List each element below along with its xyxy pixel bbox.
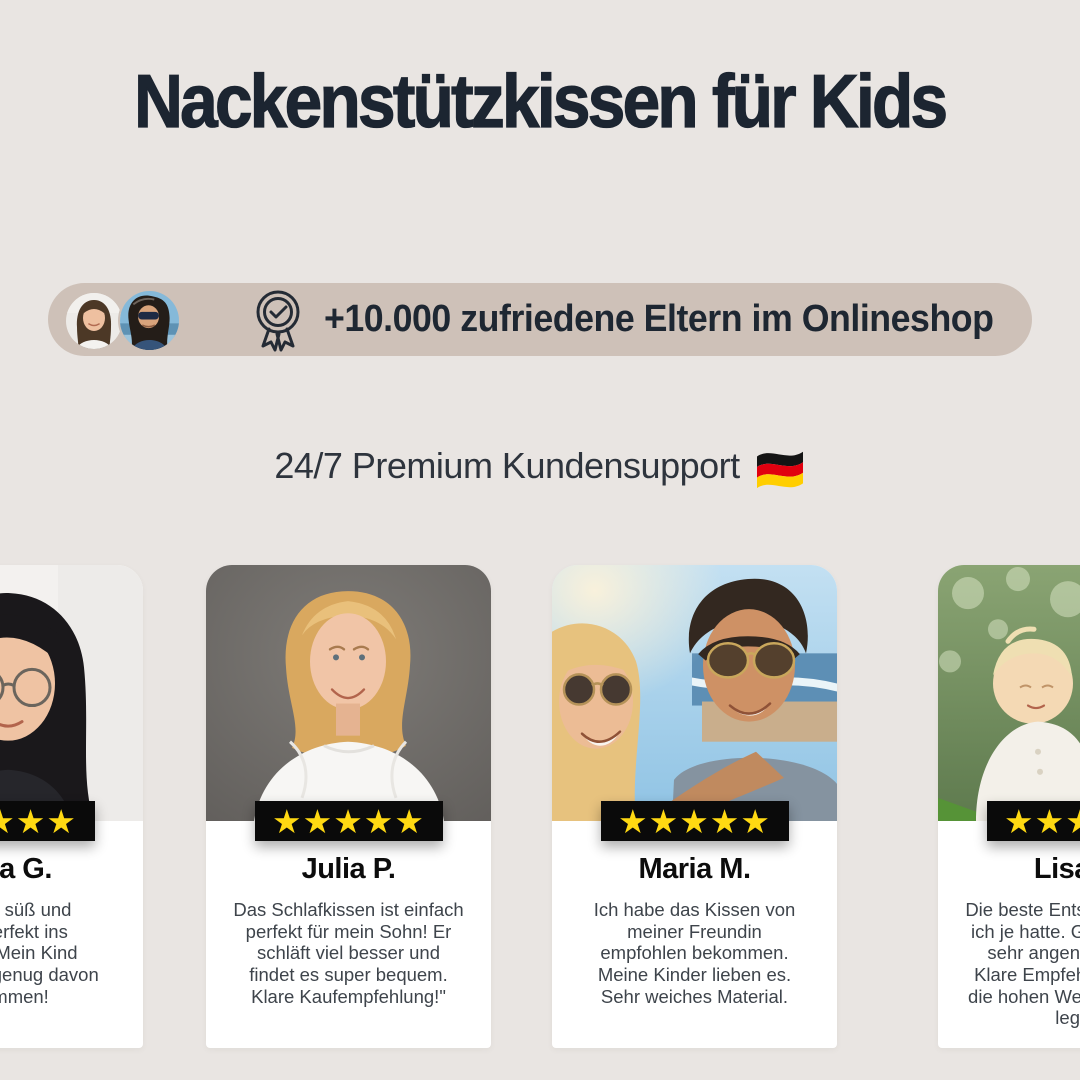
avatar-sunglasses-illustration <box>120 290 179 350</box>
star-rating-banner: ★★★★★ <box>0 801 95 841</box>
medal-check-icon <box>256 290 300 351</box>
testimonial-card-1: ★★★★★ Lena G. Es ist so süß und passt pe… <box>0 565 143 1048</box>
star-rating-banner: ★★★★★ <box>254 801 443 841</box>
five-star-icons: ★★★★★ <box>1004 801 1080 841</box>
social-proof-text: +10.000 zufriedene Eltern im Onlineshop <box>324 298 994 340</box>
page-title-text: Nackenstützkissen für Kids <box>134 58 949 143</box>
five-star-icons: ★★★★★ <box>272 801 425 841</box>
review-text: Es ist so süß und passt perfekt ins Zimm… <box>0 899 99 1007</box>
support-text: 24/7 Premium Kundensupport <box>274 445 740 486</box>
star-rating-banner: ★★★★★ <box>600 801 789 841</box>
five-star-icons: ★★★★★ <box>618 801 771 841</box>
testimonial-card-4: ★★★★★ Lisa G. Die beste Entscheidung, di… <box>938 565 1080 1048</box>
customer-name: Lisa G. <box>1033 853 1080 885</box>
avatar-woman-illustration <box>66 292 122 349</box>
review-text: Das Schlafkissen ist einfach perfekt für… <box>233 899 464 1007</box>
customer-photo-mother-toddler <box>938 565 1080 821</box>
star-rating-banner: ★★★★★ <box>986 801 1080 841</box>
customer-name: Maria M. <box>638 853 751 885</box>
customer-photo-beach-couple <box>552 565 837 821</box>
testimonial-card-3: ★★★★★ Maria M. Ich habe das Kissen von m… <box>552 565 837 1048</box>
five-star-icons: ★★★★★ <box>0 801 77 841</box>
review-text: Die beste Entscheidung, die ich je hatte… <box>965 899 1080 1029</box>
customer-avatar-1 <box>66 292 122 349</box>
customer-photo-blonde-woman <box>206 565 491 821</box>
review-text: Ich habe das Kissen von meiner Freundin … <box>593 899 796 1007</box>
social-proof-badge: +10.000 zufriedene Eltern im Onlineshop <box>48 283 1032 356</box>
page-title: Nackenstützkissen für Kids <box>0 58 1080 144</box>
customer-name: Julia P. <box>301 853 396 885</box>
support-line: 24/7 Premium Kundensupport <box>0 438 1080 494</box>
testimonial-card-2: ★★★★★ Julia P. Das Schlafkissen ist einf… <box>206 565 491 1048</box>
customer-photo-woman-glasses <box>0 565 143 821</box>
germany-flag-icon <box>756 451 803 489</box>
customer-name: Lena G. <box>0 853 52 885</box>
customer-avatar-2 <box>118 288 181 352</box>
avatar-group <box>66 287 206 353</box>
